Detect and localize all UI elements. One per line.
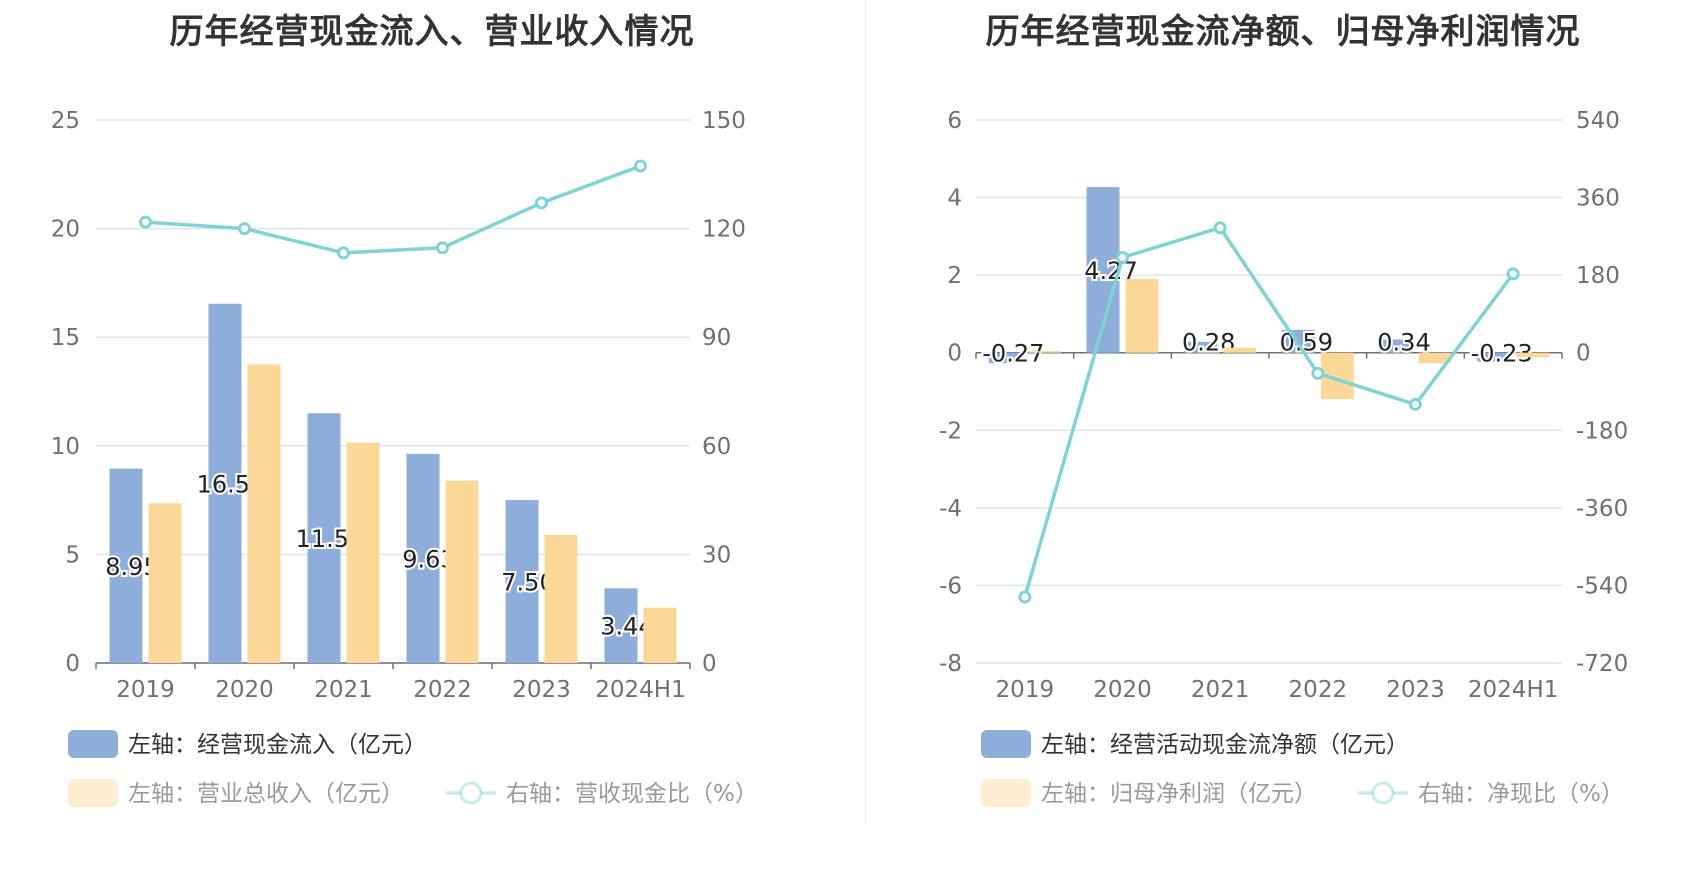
bar-series2 [247,364,281,663]
y-right-tick-label: -540 [1576,573,1628,599]
panel-divider [865,0,866,825]
y-right-tick-label: 540 [1576,108,1620,134]
y-right-tick-label: 30 [702,542,731,568]
y-left-tick-label: -6 [939,573,962,599]
y-left-tick-label: 2 [947,263,962,289]
x-category-label: 2024H1 [1468,677,1558,703]
x-category-label: 2022 [413,677,472,703]
x-category-label: 2019 [116,677,175,703]
y-right-tick-label: 120 [702,217,746,243]
bar-series1 [406,453,440,663]
y-left-tick-label: -8 [939,651,962,677]
y-right-tick-label: 0 [702,651,717,677]
bar-series1 [1477,352,1511,362]
y-left-tick-label: 4 [947,186,962,212]
bar-series1 [988,352,1022,364]
line-point [634,159,647,173]
line-series [145,164,642,255]
y-right-tick-label: 150 [702,108,746,134]
line-series [1023,225,1515,598]
bar-series2 [445,480,479,663]
legend-label: 右轴：营收现金比（%） [506,781,758,807]
x-category-label: 2020 [1093,677,1152,703]
left-chart-title: 历年经营现金流入、营业收入情况 [169,12,695,52]
bar-series2 [1223,347,1257,353]
legend-label: 左轴：经营活动现金流净额（亿元） [1041,732,1409,758]
bar-series2 [148,503,182,663]
x-category-label: 2019 [996,677,1055,703]
y-left-tick-label: 15 [51,325,80,351]
line-point [1506,267,1520,281]
line-point [535,196,548,210]
bar-series2 [643,607,677,663]
y-left-tick-label: 20 [51,217,80,243]
right-chart: -8 -6 -4 -2 0 2 4 6 -720 -540 -360 -180 0 180 360 540 20… [939,108,1628,807]
bar-data-label: 0.59 [1280,329,1333,357]
bar-series2 [1418,352,1452,364]
bar-series1 [208,303,242,663]
legend-label: 左轴：营业总收入（亿元） [128,781,404,807]
line-point [337,246,350,260]
y-right-tick-label: -360 [1576,496,1628,522]
x-category-label: 2024H1 [595,677,685,703]
x-category-label: 2023 [512,677,571,703]
x-category-label: 2021 [314,677,373,703]
y-left-tick-label: -2 [939,418,962,444]
bar-series2 [346,442,380,663]
y-right-tick-label: -720 [1576,651,1628,677]
line-point [1116,250,1129,264]
x-category-label: 2022 [1289,677,1348,703]
line-point [436,241,449,255]
legend-label: 左轴：归母净利润（亿元） [1041,781,1317,807]
x-category-label: 2020 [215,677,274,703]
bar-series2 [1125,279,1159,353]
y-right-tick-label: 180 [1576,263,1620,289]
y-right-tick-label: 360 [1576,186,1620,212]
bar-data-label: 0.34 [1377,329,1430,357]
line-point [1213,221,1227,235]
legend-swatch-bar [68,779,118,807]
legend-swatch-bar [981,779,1031,807]
line-point [1409,397,1422,411]
bar-series1 [109,468,143,663]
y-left-tick-label: -4 [939,496,962,522]
left-chart-panel: 历年经营现金流入、营业收入情况 0 5 10 15 20 25 0 30 60 90 120 150 2… [51,12,758,807]
x-category-label: 2023 [1386,677,1445,703]
line-point [1018,590,1032,604]
line-point [139,215,152,229]
left-chart: 0 5 10 15 20 25 0 30 60 90 120 150 2019 2020 2021 2022 2… [51,108,758,807]
y-right-tick-label: 0 [1576,341,1591,367]
legend-label: 右轴：净现比（%） [1418,781,1624,807]
y-right-tick-label: 60 [702,434,731,460]
bar-series1 [604,588,638,663]
bar-series1 [1379,339,1413,353]
y-left-tick-label: 5 [65,542,80,568]
right-chart-panel: 历年经营现金流净额、归母净利润情况 -8 -6 -4 -2 0 2 4 6 -720 -540 -3… [866,0,1700,874]
bar-data-label: -0.27 [982,340,1044,368]
legend-swatch-marker [459,781,483,805]
y-right-tick-label: 90 [702,325,731,351]
bar-series1 [505,500,539,663]
y-left-tick-label: 6 [947,108,962,134]
bar-series1 [1184,341,1218,353]
y-left-tick-label: 0 [65,651,80,677]
y-left-tick-label: 10 [51,434,80,460]
line-point [1311,366,1325,380]
legend-label: 左轴：经营现金流入（亿元） [128,732,427,758]
bar-series2 [1516,352,1550,358]
line-point [238,222,251,236]
legend-swatch-bar [981,730,1031,758]
right-chart-title: 历年经营现金流净额、归母净利润情况 [985,12,1581,52]
y-left-tick-label: 0 [947,341,962,367]
y-right-tick-label: -180 [1576,418,1628,444]
bar-series2 [544,534,578,663]
legend-swatch-marker [1371,781,1395,805]
y-left-tick-label: 25 [51,108,80,134]
legend-swatch-bar [68,730,118,758]
x-category-label: 2021 [1191,677,1250,703]
bar-series1 [307,413,341,663]
bar-series2 [1027,351,1061,353]
